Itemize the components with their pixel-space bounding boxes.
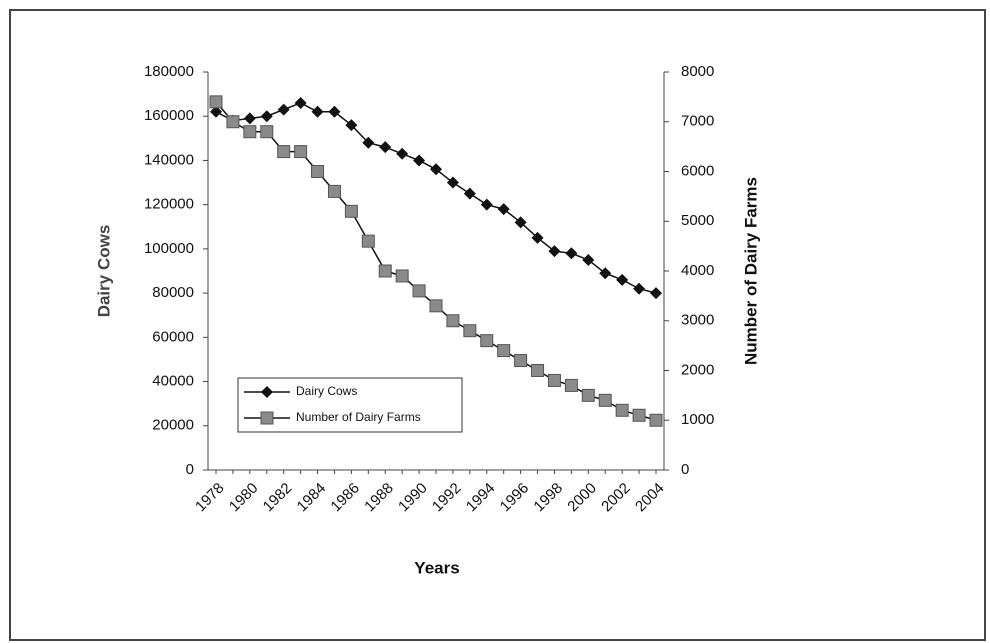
point [243,125,257,139]
point [497,344,511,358]
y-tick-label: 100000 [144,240,194,257]
point [277,103,290,116]
point [564,378,578,392]
point [412,284,426,298]
point [548,245,561,258]
y2-tick-label: 2000 [681,361,714,378]
point [345,119,358,132]
legend-label: Dairy Cows [296,384,357,398]
point [260,110,273,123]
point [480,334,494,348]
x-axis-title: Years [414,558,459,577]
point [463,324,477,338]
y2-tick-label: 5000 [681,212,714,229]
y-tick-label: 20000 [152,417,194,434]
point [446,176,459,189]
point [226,115,240,129]
y-axis-title: Dairy Cows [94,225,113,318]
point [361,234,375,248]
point [633,282,646,295]
point [430,163,442,176]
point [311,165,325,178]
point [362,136,375,149]
point [294,96,307,109]
point [243,112,256,125]
point [328,105,341,118]
point [429,299,443,313]
legend [237,377,463,433]
point [582,253,595,266]
point [497,203,510,216]
point [514,216,527,229]
point [379,141,392,154]
y-tick-label: 60000 [152,328,194,345]
point [327,184,341,198]
y-tick-label: 180000 [144,63,194,80]
point [378,264,392,278]
y-tick-label: 40000 [152,373,194,390]
point [395,269,409,283]
point [260,125,274,139]
y2-tick-label: 4000 [681,262,714,279]
point [396,147,409,160]
point [565,247,578,260]
y2-tick-label: 1000 [681,411,714,428]
y2-tick-label: 3000 [681,312,714,329]
point [446,314,460,328]
y-tick-label: 80000 [152,284,194,301]
y2-tick-label: 7000 [681,113,714,130]
point [413,154,426,167]
y-tick-label: 0 [186,461,194,478]
y-tick-label: 140000 [144,151,194,168]
point [344,204,358,218]
y2-tick-label: 8000 [681,63,714,80]
point [294,145,308,159]
point [649,413,663,427]
point [632,408,646,422]
y2-tick-label: 6000 [681,162,714,179]
legend-marker [261,386,273,398]
point [650,287,662,300]
point [599,267,612,280]
point [210,105,222,118]
point [277,145,291,159]
y2-axis-title: Number of Dairy Farms [741,177,760,365]
point [598,393,612,407]
point [531,364,545,377]
point [463,187,476,200]
point [209,95,223,109]
y-tick-label: 120000 [144,196,194,213]
legend-label: Number of Dairy Farms [296,410,421,424]
legend-marker [260,411,274,425]
point [581,388,595,402]
point [615,403,629,417]
point [616,273,629,286]
point [480,198,493,211]
frame [9,9,986,641]
point [514,354,528,368]
point [311,105,324,118]
y-tick-label: 160000 [144,107,194,124]
point [547,373,561,387]
point [531,231,544,244]
y2-tick-label: 0 [681,461,689,478]
